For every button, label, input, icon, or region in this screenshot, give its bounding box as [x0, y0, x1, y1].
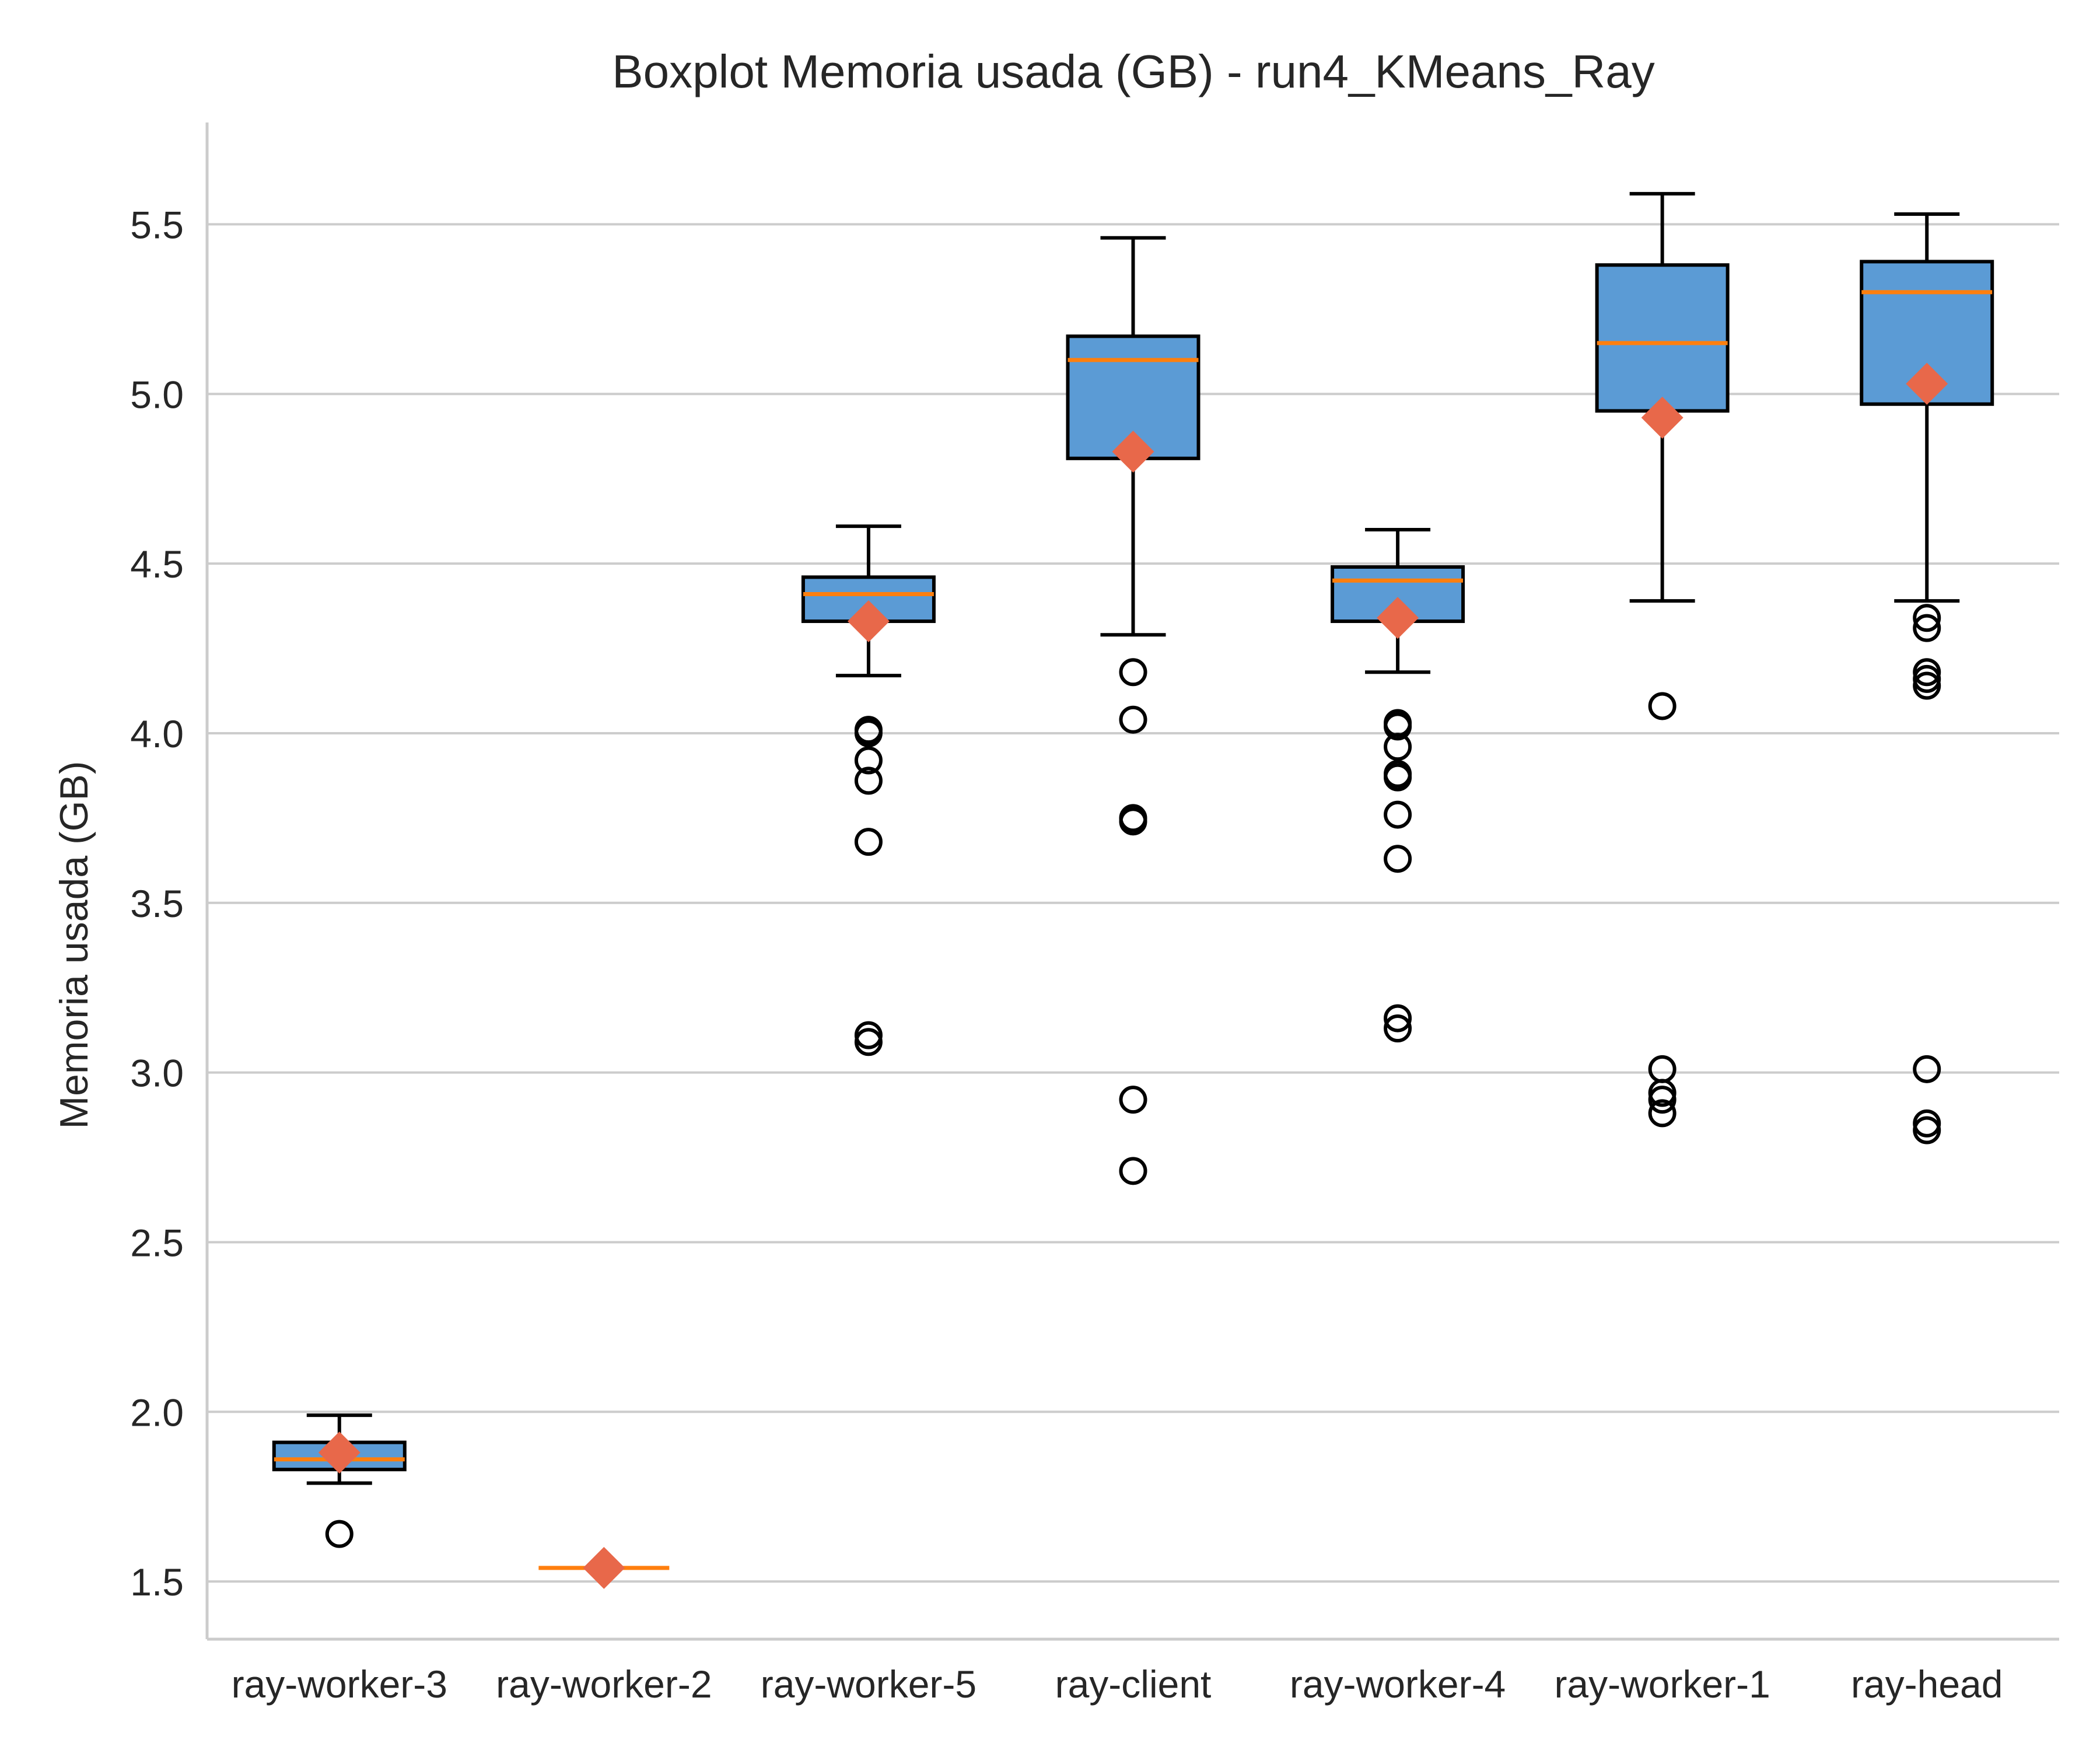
- outlier-point: [1384, 763, 1412, 792]
- outlier-point: [1648, 1055, 1676, 1083]
- outlier-point: [1648, 1079, 1676, 1107]
- y-tick-labels: 1.5 2.0 2.5 3.0 3.5 4.0 4.5 5.0 5.5: [130, 203, 184, 1604]
- box-group: [272, 1413, 407, 1548]
- outlier-point: [1648, 1099, 1676, 1128]
- x-tick-label: ray-head: [1851, 1662, 2003, 1706]
- box-group: [1860, 212, 1994, 1144]
- outlier-point: [854, 766, 883, 795]
- y-tick-label: 4.5: [130, 542, 184, 586]
- x-tick-labels: ray-worker-3 ray-worker-2 ray-worker-5 ray-…: [232, 1662, 2003, 1706]
- box-group: [1595, 192, 1730, 1128]
- y-tick-label: 3.0: [130, 1052, 184, 1095]
- outlier-point: [854, 1028, 883, 1056]
- outlier-point: [854, 828, 883, 856]
- y-axis-label: Memoria usada (GB): [52, 761, 96, 1129]
- outlier-point: [1913, 604, 1941, 632]
- mean-marker: [1112, 430, 1154, 473]
- outlier-point: [1384, 712, 1412, 741]
- outlier-point: [1119, 807, 1147, 836]
- outlier-point: [1648, 692, 1676, 720]
- outlier-point: [1119, 1157, 1147, 1185]
- box-group: [538, 1546, 670, 1589]
- x-tick-label: ray-client: [1055, 1662, 1212, 1706]
- outlier-point: [1913, 614, 1941, 642]
- outlier-point: [1119, 658, 1147, 687]
- outlier-point: [1913, 1055, 1941, 1083]
- y-tick-label: 3.5: [130, 882, 184, 925]
- box-group: [1066, 236, 1200, 1185]
- mean-marker: [318, 1432, 360, 1474]
- y-tick-label: 5.5: [130, 203, 184, 246]
- outlier-point: [1384, 733, 1412, 761]
- outlier-point: [854, 1021, 883, 1049]
- axes: [205, 123, 2059, 1641]
- box: [1595, 263, 1730, 413]
- outlier-point: [1913, 1116, 1941, 1144]
- mean-marker: [1906, 362, 1948, 405]
- outlier-point: [325, 1520, 354, 1548]
- outlier-point: [1384, 800, 1412, 829]
- x-tick-label: ray-worker-3: [232, 1662, 447, 1706]
- x-tick-label: ray-worker-5: [761, 1662, 977, 1706]
- x-tick-label: ray-worker-1: [1554, 1662, 1770, 1706]
- outlier-point: [1913, 1109, 1941, 1138]
- y-tick-label: 1.5: [130, 1560, 184, 1604]
- outlier-point: [1384, 845, 1412, 873]
- outlier-point: [1119, 1086, 1147, 1114]
- outlier-point: [1913, 658, 1941, 687]
- mean-marker: [1641, 397, 1684, 439]
- y-tick-label: 5.0: [130, 373, 184, 416]
- outlier-point: [1648, 1086, 1676, 1114]
- outlier-point: [1384, 1014, 1412, 1043]
- outlier-point: [1384, 1004, 1412, 1032]
- y-tick-label: 2.0: [130, 1391, 184, 1434]
- mean-marker: [847, 600, 890, 643]
- mean-marker: [1377, 597, 1419, 639]
- outlier-point: [1913, 671, 1941, 700]
- outlier-point: [1119, 705, 1147, 734]
- boxes: [272, 192, 1994, 1589]
- outlier-point: [1913, 664, 1941, 693]
- mean-marker: [583, 1546, 625, 1589]
- x-tick-label: ray-worker-2: [496, 1662, 712, 1706]
- box-group: [1331, 527, 1465, 1043]
- x-tick-label: ray-worker-4: [1290, 1662, 1506, 1706]
- box-group: [801, 524, 936, 1056]
- y-tick-label: 2.5: [130, 1221, 184, 1264]
- outlier-point: [854, 719, 883, 747]
- box: [1066, 334, 1200, 460]
- outlier-point: [854, 746, 883, 775]
- chart-title: Boxplot Memoria usada (GB) - run4_KMeans…: [612, 46, 1654, 97]
- y-tick-label: 4.0: [130, 712, 184, 755]
